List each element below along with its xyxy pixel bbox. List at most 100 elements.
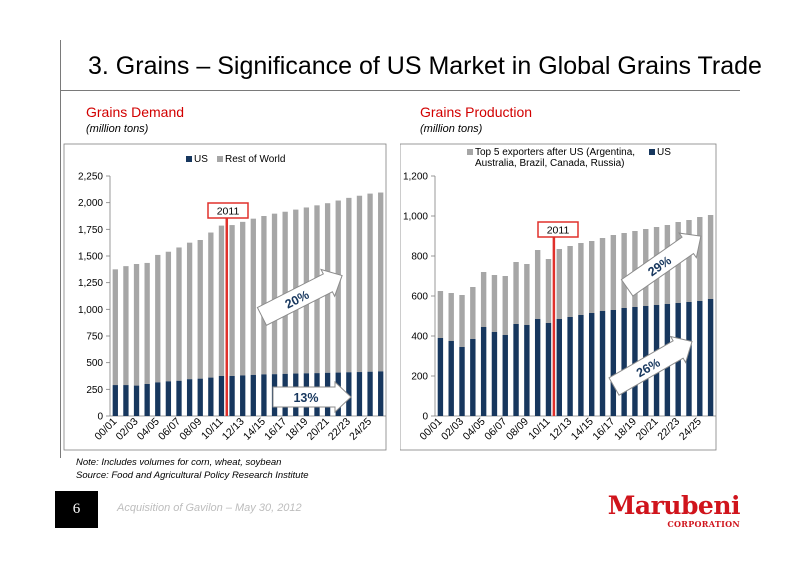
bar-segment-us <box>218 376 225 416</box>
page-title: 3. Grains – Significance of US Market in… <box>88 52 762 80</box>
demand-unit-label: (million tons) <box>86 123 149 135</box>
chart-note: Note: Includes volumes for corn, wheat, … <box>76 457 282 468</box>
bar-segment-other <box>240 221 246 376</box>
bar-segment-other <box>229 225 235 376</box>
bar-segment-other <box>697 217 703 301</box>
bar-segment-us <box>229 376 235 416</box>
bar-segment-other <box>378 192 384 372</box>
left-vertical-rule <box>60 40 61 458</box>
legend-label: Top 5 exporters after US (Argentina, Aus… <box>475 147 638 169</box>
logo-wordmark: Marubeni <box>607 491 741 520</box>
title-underline <box>60 90 740 91</box>
bar-segment-other <box>261 216 267 375</box>
bar-segment-us <box>261 374 267 416</box>
x-tick-label: 12/13 <box>220 416 247 443</box>
y-tick-label: 1,200 <box>403 172 428 183</box>
bar-segment-other <box>133 264 140 386</box>
chart-frame <box>400 143 717 451</box>
bar-segment-other <box>459 295 465 347</box>
growth-arrow: 13% <box>272 380 352 414</box>
bar-segment-other <box>271 213 278 375</box>
logo-subtitle: CORPORATION <box>667 519 740 529</box>
year-2011-label-box <box>537 221 579 238</box>
y-tick-label: 2,250 <box>78 172 103 183</box>
legend-label: US <box>657 147 671 158</box>
x-tick-label: 08/09 <box>177 416 204 443</box>
y-tick-label: 250 <box>86 385 103 396</box>
bar-segment-us <box>186 379 193 416</box>
x-tick-label: 18/19 <box>612 416 639 443</box>
year-2011-label: 2011 <box>217 206 240 218</box>
bar-segment-other <box>589 241 595 313</box>
bar-segment-us <box>459 347 465 416</box>
bar-segment-other <box>346 197 352 373</box>
legend-swatch <box>217 156 223 162</box>
x-tick-label: 22/23 <box>326 416 353 443</box>
marubeni-logo: Marubeni CORPORATION <box>582 491 741 530</box>
bar-segment-us <box>480 327 487 416</box>
y-tick-label: 1,750 <box>78 225 103 236</box>
bar-segment-us <box>567 317 573 416</box>
bar-segment-other <box>112 269 118 386</box>
x-tick-label: 14/15 <box>241 416 268 443</box>
growth-arrow: 29% <box>620 232 702 297</box>
legend-swatch <box>186 156 192 162</box>
x-tick-label: 06/07 <box>156 416 183 443</box>
legend-swatch <box>649 149 655 155</box>
chart-source: Source: Food and Agricultural Policy Res… <box>76 470 309 481</box>
bar-segment-us <box>513 324 519 416</box>
bar-segment-us <box>578 315 584 416</box>
y-tick-label: 500 <box>86 358 103 369</box>
growth-arrow-shape <box>620 232 702 297</box>
y-tick-label: 0 <box>97 412 103 423</box>
y-tick-label: 400 <box>411 332 428 343</box>
bar-segment-us <box>707 299 714 416</box>
bar-segment-us <box>491 332 498 416</box>
bar-segment-us <box>534 319 541 416</box>
bar-segment-us <box>686 302 692 416</box>
bar-segment-us <box>240 375 246 416</box>
bar-segment-us <box>632 307 638 416</box>
bar-segment-us <box>437 338 444 416</box>
bar-segment-other <box>123 266 129 386</box>
bar-segment-other <box>186 242 193 380</box>
bar-segment-other <box>448 293 454 341</box>
bar-segment-other <box>250 218 256 375</box>
bar-segment-us <box>697 301 703 416</box>
bar-segment-us <box>250 374 256 416</box>
y-tick-label: 0 <box>422 412 428 423</box>
bar-segment-us <box>545 323 552 416</box>
x-tick-label: 00/01 <box>92 416 119 443</box>
bar-segment-other <box>556 249 562 319</box>
bar-segment-other <box>218 225 225 376</box>
bar-segment-us <box>621 308 627 416</box>
y-tick-label: 200 <box>411 372 428 383</box>
y-tick-label: 750 <box>86 332 103 343</box>
demand-chart: 0 250 500 750 1,000 1,250 1,500 1,750 2,000 2,250… <box>63 143 387 451</box>
legend-label: Rest of World <box>225 154 285 165</box>
x-tick-label: 10/11 <box>199 416 226 443</box>
x-tick-label: 24/25 <box>347 416 374 443</box>
bar-segment-other <box>176 247 182 381</box>
bar-segment-us <box>144 384 150 416</box>
growth-arrow-shape <box>608 335 693 396</box>
bar-segment-other <box>165 251 172 382</box>
x-tick-label: 24/25 <box>677 416 704 443</box>
bar-segment-other <box>534 250 541 319</box>
bar-segment-us <box>470 339 476 416</box>
bar-segment-us <box>524 325 530 416</box>
bar-segment-other <box>578 243 584 315</box>
bar-segment-other <box>686 220 692 302</box>
bar-segment-other <box>356 195 363 373</box>
y-tick-label: 800 <box>411 252 428 263</box>
x-tick-label: 02/03 <box>114 416 141 443</box>
bar-segment-us <box>165 381 172 416</box>
x-tick-label: 02/03 <box>439 416 466 443</box>
bar-segment-us <box>346 372 352 416</box>
x-tick-label: 12/13 <box>547 416 574 443</box>
bar-segment-us <box>133 385 140 416</box>
demand-chart-heading: Grains Demand <box>86 104 185 120</box>
bar-segment-us <box>155 382 161 416</box>
bar-segment-us <box>197 378 203 416</box>
chart-frame <box>63 143 387 451</box>
